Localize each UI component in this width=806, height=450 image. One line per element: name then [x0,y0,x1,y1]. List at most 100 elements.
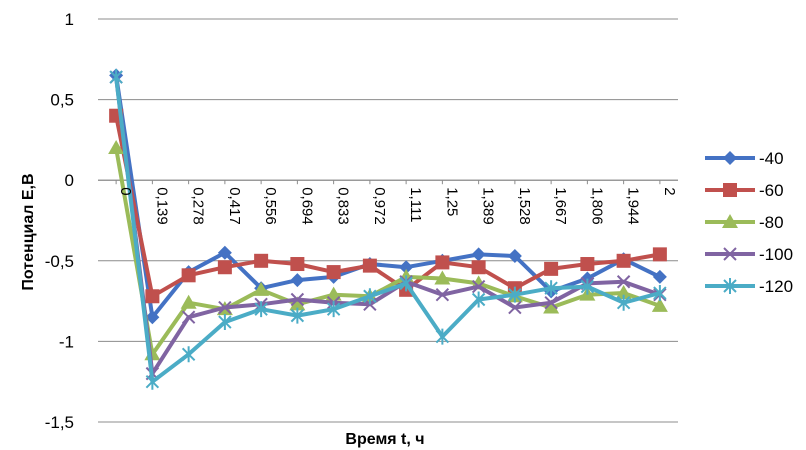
data-point [435,255,450,270]
y-tick-label: 1 [65,10,74,29]
y-axis-title: Потенциал Е,В [20,173,37,290]
x-tick-label: 1,528 [516,187,533,225]
data-point [399,275,413,292]
data-point [652,247,667,262]
legend-label: -60 [759,181,784,200]
legend-item: -80 [705,213,784,232]
data-point [616,253,631,268]
data-point [326,265,341,280]
data-point [471,291,486,308]
data-point [434,270,451,285]
data-point [254,253,269,268]
x-tick-label: 0,278 [190,187,207,225]
legend-item: -40 [705,149,784,168]
data-point [218,300,232,315]
data-point [508,286,522,303]
x-tick-label: 1,389 [480,187,497,225]
data-point [254,301,268,318]
legend-marker [723,183,737,197]
legend-item: -120 [705,277,793,296]
x-tick-label: 0,556 [262,187,279,225]
data-point [362,258,377,273]
legend-marker [723,151,737,165]
legend-marker [722,214,738,228]
series-line [114,76,661,376]
legend-label: -120 [759,277,793,296]
data-point [290,257,305,272]
data-point [290,292,305,307]
series-group [108,68,668,390]
legend: -40 -60 -80 -100 -120 [705,149,793,296]
legend-item: -100 [705,245,793,264]
x-tick-label: 0,972 [371,187,388,225]
x-axis-ticks: 0 0,139 0,278 0,417 0,556 0,694 0,833 0,972 1,11… [117,187,678,225]
x-tick-label: 1,806 [588,187,605,225]
series-3 [109,70,667,381]
x-tick-label: 1,25 [443,187,460,216]
data-point [544,261,559,276]
data-point [290,273,305,288]
x-axis-line [98,179,678,185]
data-point [544,280,558,297]
data-point [651,297,668,312]
data-point [399,260,414,275]
x-axis-title: Время t, ч [345,431,424,448]
data-point [181,268,196,283]
data-point [145,289,160,304]
data-point [218,314,232,331]
data-point [180,294,197,309]
data-point [435,328,450,345]
x-tick-label: 0,694 [298,187,315,225]
data-point [217,260,232,275]
series-2 [108,139,668,361]
data-point [435,287,450,302]
data-point [181,346,196,363]
data-point [253,281,270,296]
y-tick-label: 0,5 [50,91,74,110]
data-point [507,248,522,263]
data-point [145,310,160,325]
legend-item: -60 [705,181,784,200]
data-point [653,285,667,302]
legend-marker [723,278,737,294]
y-axis-ticks: 1 0,5 0 -0,5 -1 -1,5 [45,10,74,432]
data-point [289,296,306,311]
legend-marker [723,247,737,261]
data-point [181,310,196,324]
data-point [615,285,632,300]
data-point [471,260,486,275]
data-point [217,245,232,260]
x-tick-label: 1,667 [552,187,569,225]
y-tick-label: -0,5 [45,252,74,271]
series-4 [109,69,667,390]
x-tick-label: 0,139 [153,187,170,225]
data-point [471,279,486,294]
data-point [108,139,125,154]
y-tick-label: -1,5 [45,413,74,432]
y-tick-label: -1 [59,332,74,351]
series-1 [109,108,667,304]
data-point [290,307,305,324]
x-tick-label: 0 [117,187,134,195]
legend-label: -80 [759,213,784,232]
data-point [543,299,560,314]
x-tick-label: 2 [661,187,678,195]
data-point [508,300,522,315]
data-point [471,247,486,262]
y-tick-label: 0 [65,171,74,190]
series-line [114,147,661,357]
x-tick-label: 1,111 [407,187,424,222]
x-tick-label: 0,417 [226,187,243,225]
data-point [580,278,595,295]
data-point [145,373,160,390]
data-point [109,69,123,86]
data-point [616,275,631,289]
x-tick-label: 1,944 [625,187,642,225]
series-line [114,115,661,299]
data-point [363,288,377,305]
x-tick-label: 0,833 [335,187,352,225]
data-point [544,296,558,310]
data-point [580,257,595,272]
series-line [114,75,661,320]
legend-label: -100 [759,245,793,264]
